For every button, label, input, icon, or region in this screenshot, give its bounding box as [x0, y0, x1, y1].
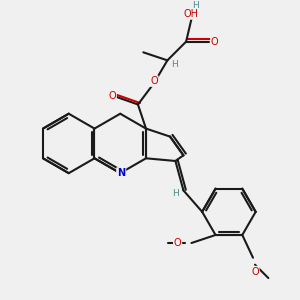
- Text: O: O: [211, 37, 219, 46]
- Text: OH: OH: [184, 9, 199, 19]
- Text: O: O: [108, 92, 116, 101]
- Text: O: O: [174, 238, 182, 248]
- Text: N: N: [117, 168, 125, 178]
- Text: H: H: [171, 60, 178, 69]
- Text: O: O: [251, 267, 259, 277]
- Text: O: O: [150, 76, 158, 86]
- Text: H: H: [192, 1, 199, 10]
- Text: H: H: [172, 189, 179, 198]
